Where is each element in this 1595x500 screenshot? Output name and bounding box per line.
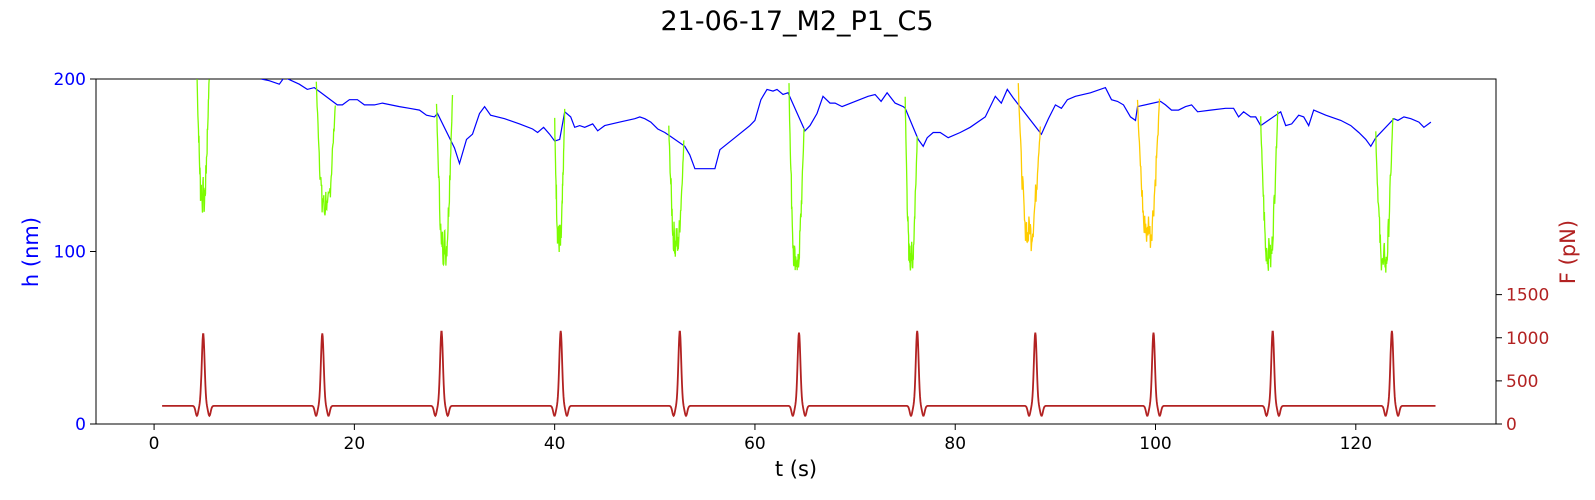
plot-frame — [95, 78, 1497, 425]
y-right-tick-label: 500 — [1506, 372, 1538, 392]
h-dip-gold — [1017, 83, 1041, 252]
series-layer — [162, 79, 1436, 418]
x-tick-label: 20 — [344, 434, 366, 454]
plot-area — [162, 79, 1436, 418]
x-tick-label: 0 — [149, 434, 160, 454]
y-left-axis-label: h (nm) — [19, 217, 43, 287]
y-right-axis-label: F (pN) — [1556, 220, 1580, 284]
h-dip-green — [435, 94, 454, 267]
h-dip-green — [668, 125, 685, 257]
y-left-tick-label: 200 — [54, 70, 86, 90]
x-tick-label: 80 — [944, 434, 966, 454]
x-axis-ticks: 0 20 40 60 80 100 120 — [149, 424, 1372, 454]
y-right-tick-label: 1500 — [1506, 286, 1549, 306]
h-dip-green — [1260, 111, 1279, 271]
x-tick-label: 100 — [1139, 434, 1171, 454]
h-dip-green — [554, 108, 566, 253]
y-left-tick-label: 0 — [75, 415, 86, 435]
y-left-axis-ticks: 0 100 200 — [54, 70, 96, 435]
y-right-tick-label: 1000 — [1506, 329, 1549, 349]
x-tick-label: 60 — [744, 434, 766, 454]
y-left-tick-label: 100 — [54, 243, 86, 263]
h-dip-green — [1375, 117, 1394, 273]
h-dip-green — [904, 96, 918, 271]
h-dip-gold — [1136, 98, 1161, 248]
x-axis-label: t (s) — [775, 457, 817, 481]
h-dip-green — [315, 81, 336, 216]
chart-title: 21-06-17_M2_P1_C5 — [660, 6, 933, 37]
h-series-line — [261, 79, 1432, 170]
x-tick-label: 40 — [544, 434, 566, 454]
h-dip-green — [196, 79, 210, 213]
y-right-axis-ticks: 0 500 1000 1500 — [1496, 286, 1549, 435]
h-dip-green — [788, 83, 805, 271]
x-tick-label: 120 — [1340, 434, 1372, 454]
force-series-line — [162, 330, 1436, 418]
y-right-tick-label: 0 — [1506, 415, 1517, 435]
